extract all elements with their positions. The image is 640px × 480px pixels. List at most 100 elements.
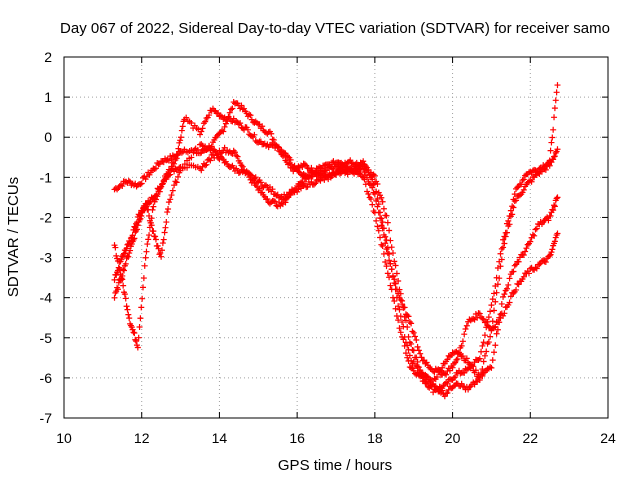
data-point bbox=[386, 257, 393, 264]
data-point bbox=[419, 370, 426, 377]
data-point bbox=[415, 364, 422, 371]
data-point bbox=[373, 197, 380, 204]
x-tick-label: 18 bbox=[367, 430, 383, 446]
data-point bbox=[475, 356, 482, 363]
data-point bbox=[553, 89, 560, 96]
data-point bbox=[549, 246, 556, 253]
x-tick-label: 24 bbox=[600, 430, 616, 446]
data-point bbox=[295, 168, 302, 175]
data-point bbox=[480, 339, 487, 346]
data-point bbox=[119, 272, 126, 279]
data-point bbox=[554, 82, 561, 89]
data-point bbox=[377, 234, 384, 241]
data-point bbox=[470, 315, 477, 322]
data-point bbox=[434, 373, 441, 380]
data-point bbox=[120, 282, 127, 289]
data-point bbox=[399, 301, 406, 308]
data-point bbox=[135, 334, 142, 341]
data-point bbox=[426, 378, 433, 385]
data-point bbox=[551, 153, 558, 160]
data-point bbox=[361, 169, 368, 176]
data-point bbox=[414, 343, 421, 350]
data-point bbox=[143, 248, 150, 255]
data-point bbox=[489, 318, 496, 325]
data-point bbox=[487, 364, 494, 371]
data-point bbox=[129, 232, 136, 239]
data-point bbox=[497, 263, 504, 270]
data-point bbox=[395, 290, 402, 297]
data-point bbox=[158, 253, 165, 260]
data-point bbox=[439, 364, 446, 371]
data-point bbox=[165, 205, 172, 212]
data-point bbox=[396, 325, 403, 332]
data-point bbox=[547, 147, 554, 154]
data-point bbox=[347, 157, 354, 164]
data-point bbox=[522, 248, 529, 255]
data-point bbox=[130, 329, 137, 336]
y-tick-label: -7 bbox=[40, 410, 53, 426]
data-point bbox=[491, 324, 498, 331]
data-point bbox=[374, 203, 381, 210]
data-point bbox=[278, 200, 285, 207]
data-point bbox=[139, 208, 146, 215]
data-point bbox=[509, 211, 516, 218]
data-point bbox=[380, 250, 387, 257]
data-point bbox=[167, 171, 174, 178]
data-point bbox=[459, 353, 466, 360]
data-point bbox=[220, 128, 227, 135]
data-point bbox=[137, 315, 144, 322]
data-point bbox=[520, 186, 527, 193]
data-point bbox=[498, 300, 505, 307]
data-point bbox=[378, 222, 385, 229]
data-point bbox=[152, 192, 159, 199]
data-point bbox=[479, 373, 486, 380]
data-point bbox=[148, 222, 155, 229]
plot-frame bbox=[63, 56, 609, 419]
data-point bbox=[500, 293, 507, 300]
data-point bbox=[520, 273, 527, 280]
data-point bbox=[542, 166, 549, 173]
data-point bbox=[291, 187, 298, 194]
data-point bbox=[529, 231, 536, 238]
data-point bbox=[183, 114, 190, 121]
data-point bbox=[514, 184, 521, 191]
data-point bbox=[379, 198, 386, 205]
y-tick-label: 2 bbox=[44, 49, 52, 65]
data-point bbox=[547, 212, 554, 219]
data-point bbox=[501, 240, 508, 247]
data-point bbox=[532, 264, 539, 271]
data-point bbox=[439, 387, 446, 394]
data-point bbox=[546, 252, 553, 259]
data-point bbox=[387, 282, 394, 289]
data-point bbox=[515, 258, 522, 265]
data-point bbox=[552, 97, 559, 104]
data-point bbox=[408, 364, 415, 371]
data-point bbox=[171, 160, 178, 167]
data-point bbox=[379, 225, 386, 232]
data-point bbox=[383, 246, 390, 253]
data-point bbox=[481, 332, 488, 339]
data-point bbox=[510, 204, 517, 211]
data-point bbox=[162, 224, 169, 231]
data-point bbox=[168, 192, 175, 199]
data-point bbox=[123, 303, 130, 310]
data-point bbox=[133, 219, 140, 226]
data-point bbox=[503, 285, 510, 292]
data-point bbox=[147, 198, 154, 205]
data-point bbox=[410, 367, 417, 374]
data-point bbox=[152, 236, 159, 243]
data-point bbox=[550, 156, 557, 163]
data-point bbox=[386, 250, 393, 257]
data-point bbox=[461, 369, 468, 376]
data-point bbox=[202, 162, 209, 169]
data-point bbox=[114, 267, 121, 274]
data-point bbox=[548, 249, 555, 256]
data-point bbox=[463, 322, 470, 329]
data-point bbox=[417, 350, 424, 357]
data-point bbox=[206, 156, 213, 163]
data-point bbox=[384, 250, 391, 257]
data-point bbox=[391, 258, 398, 265]
data-point bbox=[140, 275, 147, 282]
data-point bbox=[287, 156, 294, 163]
